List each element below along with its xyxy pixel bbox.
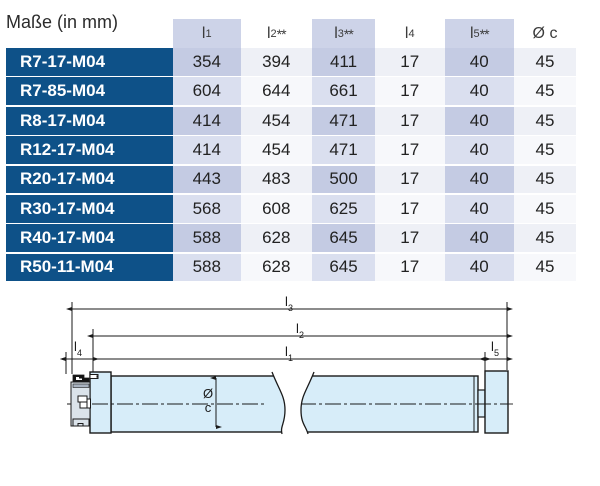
svg-text:c: c [205, 400, 212, 415]
svg-text:l3: l3 [285, 294, 293, 313]
svg-text:l2: l2 [296, 321, 304, 340]
svg-text:l1: l1 [285, 344, 293, 363]
svg-text:l4: l4 [74, 339, 82, 358]
svg-text:l5: l5 [491, 339, 499, 358]
svg-text:Ø: Ø [203, 386, 213, 401]
